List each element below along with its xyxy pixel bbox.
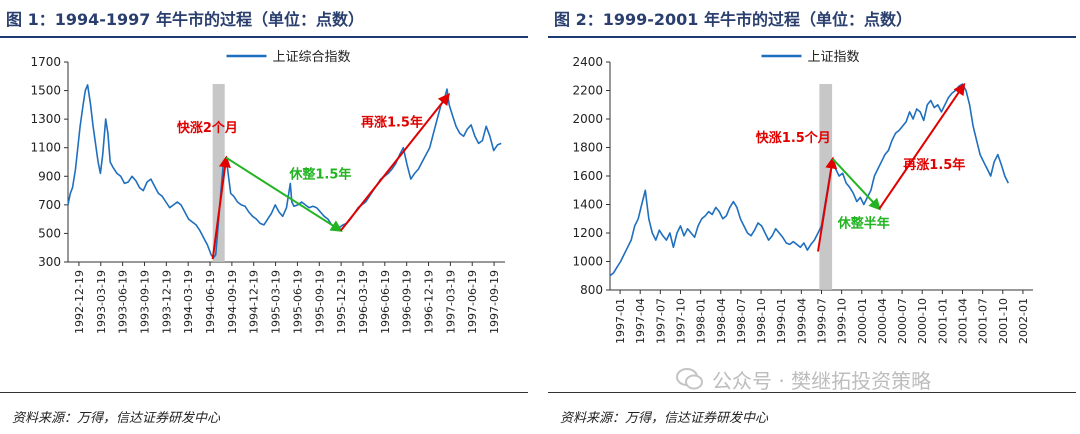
highlight-band [819, 84, 833, 290]
x-tick-label: 1996-06-19 [379, 270, 392, 334]
x-tick-label: 1993-03-19 [95, 270, 108, 334]
x-tick-label: 2002-01 [1017, 298, 1030, 344]
annotation-label: 休整半年 [837, 215, 890, 231]
chart-title: 图 1：1994-1997 年牛市的过程（单位：点数） [6, 10, 364, 29]
x-tick-label: 1998-10 [755, 298, 768, 344]
x-tick-label: 1998-01 [695, 298, 708, 344]
x-tick-label: 1996-09-19 [401, 270, 414, 334]
y-tick-label: 1700 [30, 55, 61, 69]
x-tick-label: 1993-09-19 [138, 270, 151, 334]
y-tick-label: 1200 [572, 226, 603, 240]
y-tick-label: 300 [38, 255, 61, 269]
x-tick-label: 1998-07 [735, 298, 748, 344]
x-tick-label: 1995-06-19 [291, 270, 304, 334]
legend-label: 上证综合指数 [273, 50, 351, 65]
chart-panel-1: 图 1：1994-1997 年牛市的过程（单位：点数） 300 500 700 900… [0, 0, 530, 434]
annotation-arrow [211, 155, 231, 260]
annotation-arrow [878, 82, 966, 210]
x-tick-label: 1997-04 [634, 298, 647, 344]
source-note: 资料来源：万得，信达证券研发中心 [560, 411, 769, 426]
annotation-label: 再涨1.5年 [903, 157, 965, 173]
x-tick-label: 1998-04 [715, 298, 728, 344]
x-tick-label: 1995-03-19 [270, 270, 283, 334]
x-tick-label: 1996-03-19 [357, 270, 370, 334]
x-tick-label: 1997-09-19 [488, 270, 501, 334]
x-tick-label: 1997-07 [654, 298, 667, 344]
x-tick-label: 1993-06-19 [117, 270, 130, 334]
y-tick-label: 500 [38, 226, 61, 240]
y-tick-label: 2200 [572, 84, 603, 98]
index-line [609, 83, 1010, 277]
x-tick-label: 2001-07 [977, 298, 990, 344]
x-tick-label: 1994-06-19 [204, 270, 217, 334]
annotation-arrow [225, 156, 343, 232]
chart-1-svg: 300 500 700 900 1100 1300 1500 1700 1992-12-19 19… [30, 50, 505, 334]
y-tick-label: 700 [38, 198, 61, 212]
title-rule [548, 36, 1076, 38]
x-tick-label: 1995-09-19 [313, 270, 326, 334]
x-tick-label: 2000-10 [916, 298, 929, 344]
x-tick-label: 1996-12-19 [423, 270, 436, 334]
y-tick-label: 1400 [572, 198, 603, 212]
x-tick-label: 1993-12-19 [160, 270, 173, 334]
x-tick-label: 2000-07 [896, 298, 909, 344]
y-tick-label: 1800 [572, 141, 603, 155]
annotation-label: 快涨2个月 [177, 120, 238, 136]
x-tick-label: 1997-06-19 [466, 270, 479, 334]
annotation-label: 休整1.5年 [288, 166, 351, 182]
x-tick-label: 1994-03-19 [182, 270, 195, 334]
x-tick-label: 1995-12-19 [335, 270, 348, 334]
x-tick-label: 2001-04 [957, 298, 970, 344]
y-tick-label: 900 [38, 169, 61, 183]
x-tick-label: 2001-10 [997, 298, 1010, 344]
x-tick-label: 2000-01 [856, 298, 869, 344]
chart-2-svg: 800 1000 1200 1400 1600 1800 2000 2200 2400 1997-… [572, 50, 1033, 344]
y-tick-label: 1000 [572, 255, 603, 269]
chart-title: 图 2：1999-2001 年牛市的过程（单位：点数） [554, 10, 912, 29]
watermark: 公众号 · 樊继拓投资策略 [712, 369, 932, 393]
y-tick-label: 1100 [30, 141, 61, 155]
x-tick-label: 1997-10 [675, 298, 688, 344]
annotation-arrow [339, 92, 450, 232]
y-tick-label: 1500 [30, 84, 61, 98]
x-tick-label: 2000-04 [876, 298, 889, 344]
index-line [67, 84, 502, 259]
y-tick-label: 800 [580, 283, 603, 297]
x-tick-label: 1994-12-19 [248, 270, 261, 334]
footer-rule [548, 392, 1076, 393]
x-tick-label: 2001-01 [936, 298, 949, 344]
x-tick-label: 1997-03-19 [444, 270, 457, 334]
annotation-arrow [816, 156, 838, 252]
annotation-label: 快涨1.5个月 [756, 130, 831, 146]
x-tick-label: 1999-10 [836, 298, 849, 344]
chart-panel-2: 图 2：1999-2001 年牛市的过程（单位：点数） 800 1000 1200 1… [548, 0, 1078, 434]
y-tick-label: 1300 [30, 112, 61, 126]
x-tick-label: 1999-07 [816, 298, 829, 344]
highlight-band [212, 84, 225, 262]
x-tick-label: 1999-04 [795, 298, 808, 344]
annotation-label: 再涨1.5年 [361, 114, 423, 130]
y-tick-label: 2000 [572, 112, 603, 126]
annotation-arrow [832, 158, 881, 211]
wechat-icon [676, 368, 703, 390]
x-tick-label: 1999-01 [775, 298, 788, 344]
x-tick-label: 1997-01 [614, 298, 627, 344]
x-tick-label: 1992-12-19 [73, 270, 86, 334]
y-tick-label: 2400 [572, 55, 603, 69]
title-rule [0, 36, 528, 38]
footer-rule [0, 392, 528, 393]
source-note: 资料来源：万得，信达证券研发中心 [12, 411, 221, 426]
y-tick-label: 1600 [572, 169, 603, 183]
legend-label: 上证指数 [808, 50, 860, 65]
x-tick-label: 1994-09-19 [226, 270, 239, 334]
